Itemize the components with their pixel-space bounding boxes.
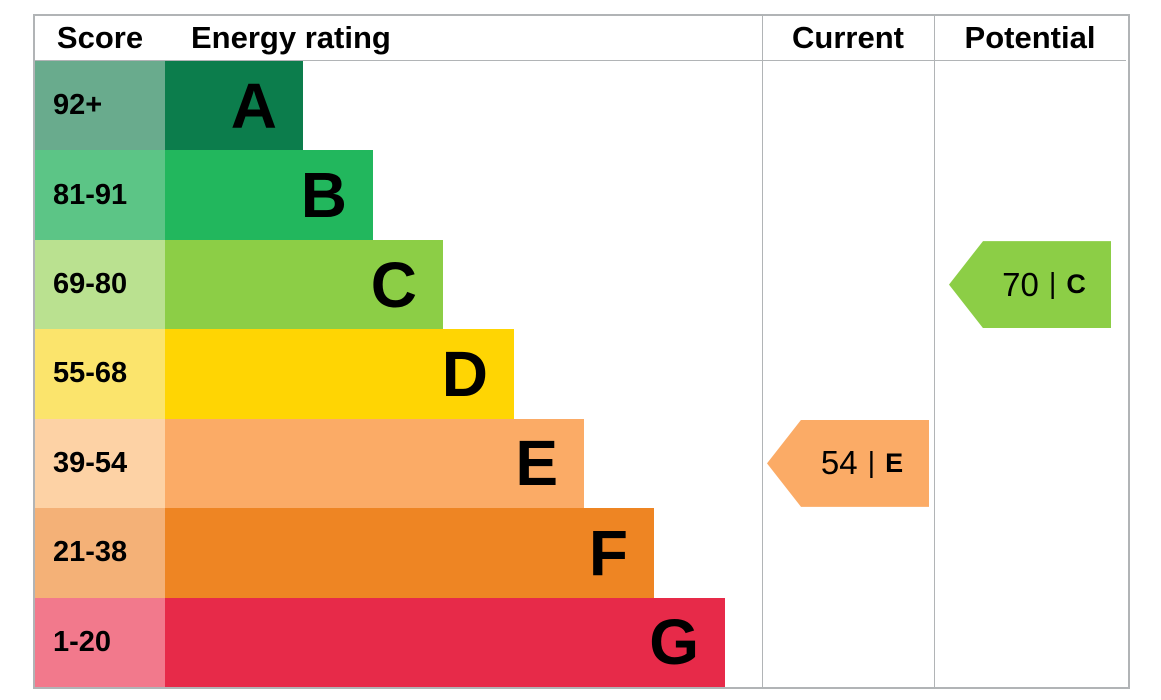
rating-letter-b: B <box>300 159 347 232</box>
current-rating-arrow: 54 | E <box>767 419 929 507</box>
rating-bar-e: E <box>165 418 584 509</box>
score-range-f: 21-38 <box>35 508 165 598</box>
rating-row-g: G <box>165 597 762 687</box>
rating-letter-g: G <box>649 606 699 679</box>
rating-row-d: D <box>165 329 762 419</box>
rating-letter-c: C <box>370 248 417 321</box>
potential-rating-value: 70 <box>1002 265 1039 303</box>
score-range-g: 1-20 <box>35 597 165 687</box>
rating-letter-e: E <box>515 427 558 500</box>
potential-rating-letter: C <box>1066 269 1086 300</box>
score-range-b: 81-91 <box>35 150 165 240</box>
score-range-c: 69-80 <box>35 239 165 330</box>
rating-row-b: B <box>165 150 762 240</box>
rating-bar-b: B <box>165 150 373 240</box>
rating-bar-f: F <box>165 508 654 598</box>
rating-bar-a: A <box>165 61 303 151</box>
header-current: Current <box>762 16 934 61</box>
rating-letter-f: F <box>588 516 628 589</box>
score-range-e: 39-54 <box>35 418 165 509</box>
rating-bar-c: C <box>165 239 443 330</box>
header-energy-rating: Energy rating <box>165 16 762 61</box>
rating-letter-d: D <box>441 337 488 410</box>
current-rating-separator: | <box>867 446 876 479</box>
potential-column-divider <box>934 16 935 687</box>
potential-rating-separator: | <box>1048 268 1057 301</box>
rating-bar-d: D <box>165 329 514 419</box>
rating-row-a: A <box>165 61 762 151</box>
rating-letter-a: A <box>230 69 277 142</box>
current-column-divider <box>762 16 763 687</box>
current-rating-marker: 54 | E <box>762 419 934 508</box>
rating-row-c: C <box>165 239 762 330</box>
header-score: Score <box>35 16 165 61</box>
score-range-d: 55-68 <box>35 329 165 419</box>
score-range-a: 92+ <box>35 61 165 151</box>
rating-row-e: E <box>165 418 762 509</box>
potential-rating-marker: 70 | C <box>934 240 1126 329</box>
current-rating-letter: E <box>885 447 904 478</box>
header-potential: Potential <box>934 16 1126 61</box>
rating-row-f: F <box>165 508 762 598</box>
epc-rating-chart: Score Energy rating Current Potential 92… <box>33 14 1130 689</box>
potential-rating-arrow: 70 | C <box>949 241 1111 329</box>
rating-bar-g: G <box>165 597 725 687</box>
current-rating-value: 54 <box>820 444 858 482</box>
